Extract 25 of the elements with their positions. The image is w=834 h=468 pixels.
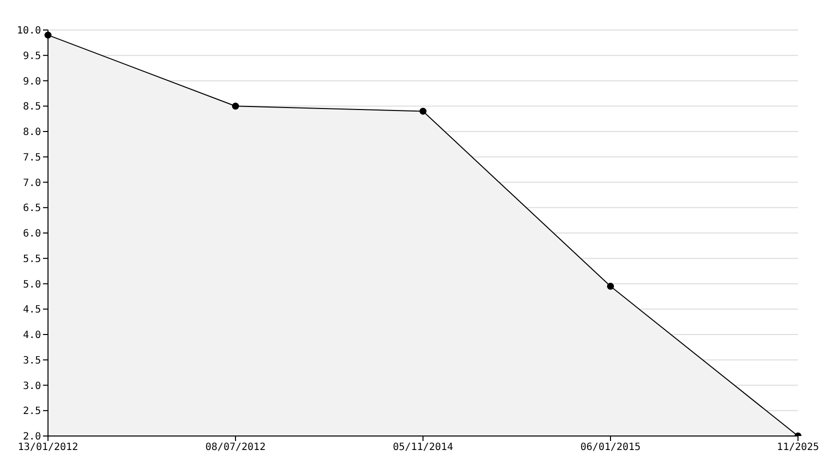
y-tick-label: 9.5 (22, 50, 41, 62)
y-tick-label: 2.0 (22, 432, 41, 443)
y-tick-label: 3.0 (22, 380, 41, 392)
y-tick-label: 4.0 (22, 330, 41, 342)
x-tick-label: 08/07/2012 (205, 442, 266, 454)
x-tick-label: 11/2025 (776, 442, 820, 454)
y-tick-label: 8.0 (22, 127, 41, 138)
point (232, 102, 239, 110)
y-tick-label: 4.5 (22, 304, 41, 316)
y-tick-label: 7.5 (22, 152, 41, 164)
y-tick-label: 2.5 (22, 406, 41, 418)
y-tick-label: 3.5 (22, 355, 41, 366)
point (420, 108, 426, 115)
y-tick-label: 6.0 (22, 228, 41, 240)
x-tick-label: 06/01/2015 (580, 442, 641, 454)
x-tick-label: 05/11/2014 (392, 442, 454, 454)
x-tick-label: 13/01/2012 (18, 442, 78, 454)
y-tick-label: 7.0 (22, 178, 41, 189)
y-tick-label: 5.0 (22, 279, 41, 290)
y-tick-label: 8.5 (22, 102, 41, 113)
y-tick-label: 6.5 (22, 203, 41, 214)
y-tick-label: 5.5 (22, 254, 41, 265)
y-tick-label: 10.0 (16, 26, 41, 37)
point (607, 282, 614, 290)
y-tick-label: 9.0 (22, 76, 41, 88)
